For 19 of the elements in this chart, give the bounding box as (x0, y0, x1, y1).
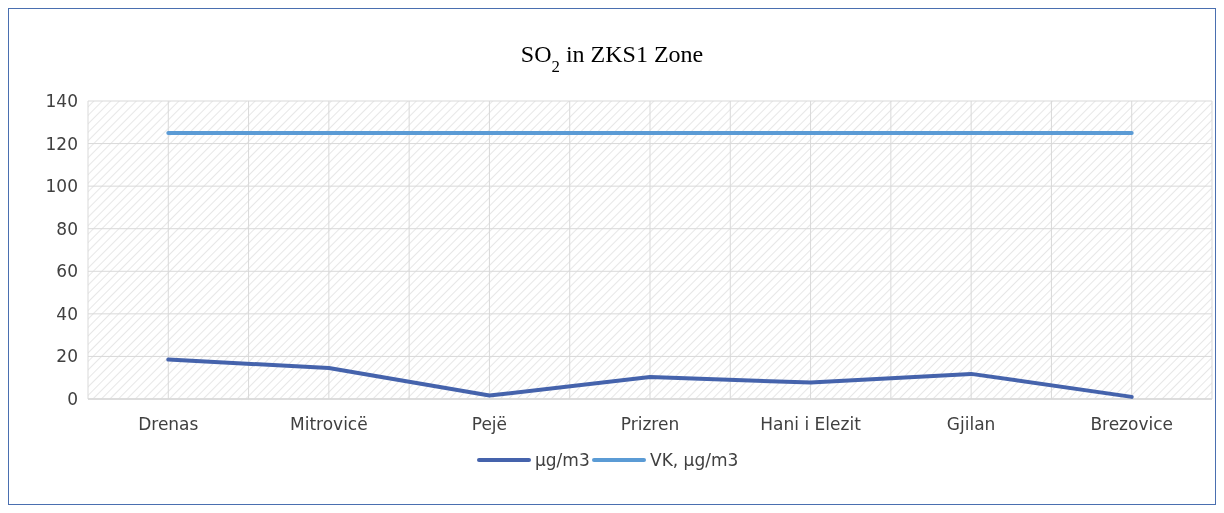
x-tick-label: Prizren (620, 414, 680, 434)
y-tick-label: 80 (56, 218, 78, 239)
y-tick-label: 0 (67, 388, 78, 409)
legend-label: VK, µg/m3 (650, 449, 739, 470)
chart-title: SO$_{2}$ in ZKS1 Zone (520, 41, 704, 76)
x-tick-label: Hani i Elezit (760, 414, 862, 434)
y-tick-label: 40 (56, 303, 78, 324)
y-tick-label: 60 (56, 261, 78, 282)
y-tick-label: 120 (45, 133, 78, 154)
x-tick-label: Gjilan (946, 414, 996, 434)
x-tick-label: Drenas (138, 414, 199, 434)
x-tick-label: Pejë (471, 414, 508, 434)
y-tick-label: 140 (45, 90, 78, 111)
y-tick-label: 20 (56, 346, 78, 367)
legend-label: µg/m3 (535, 449, 590, 470)
x-tick-label: Mitrovicë (290, 414, 368, 434)
line-series (166, 357, 1134, 399)
y-tick-label: 100 (45, 176, 78, 197)
x-tick-label: Brezovice (1090, 414, 1174, 434)
